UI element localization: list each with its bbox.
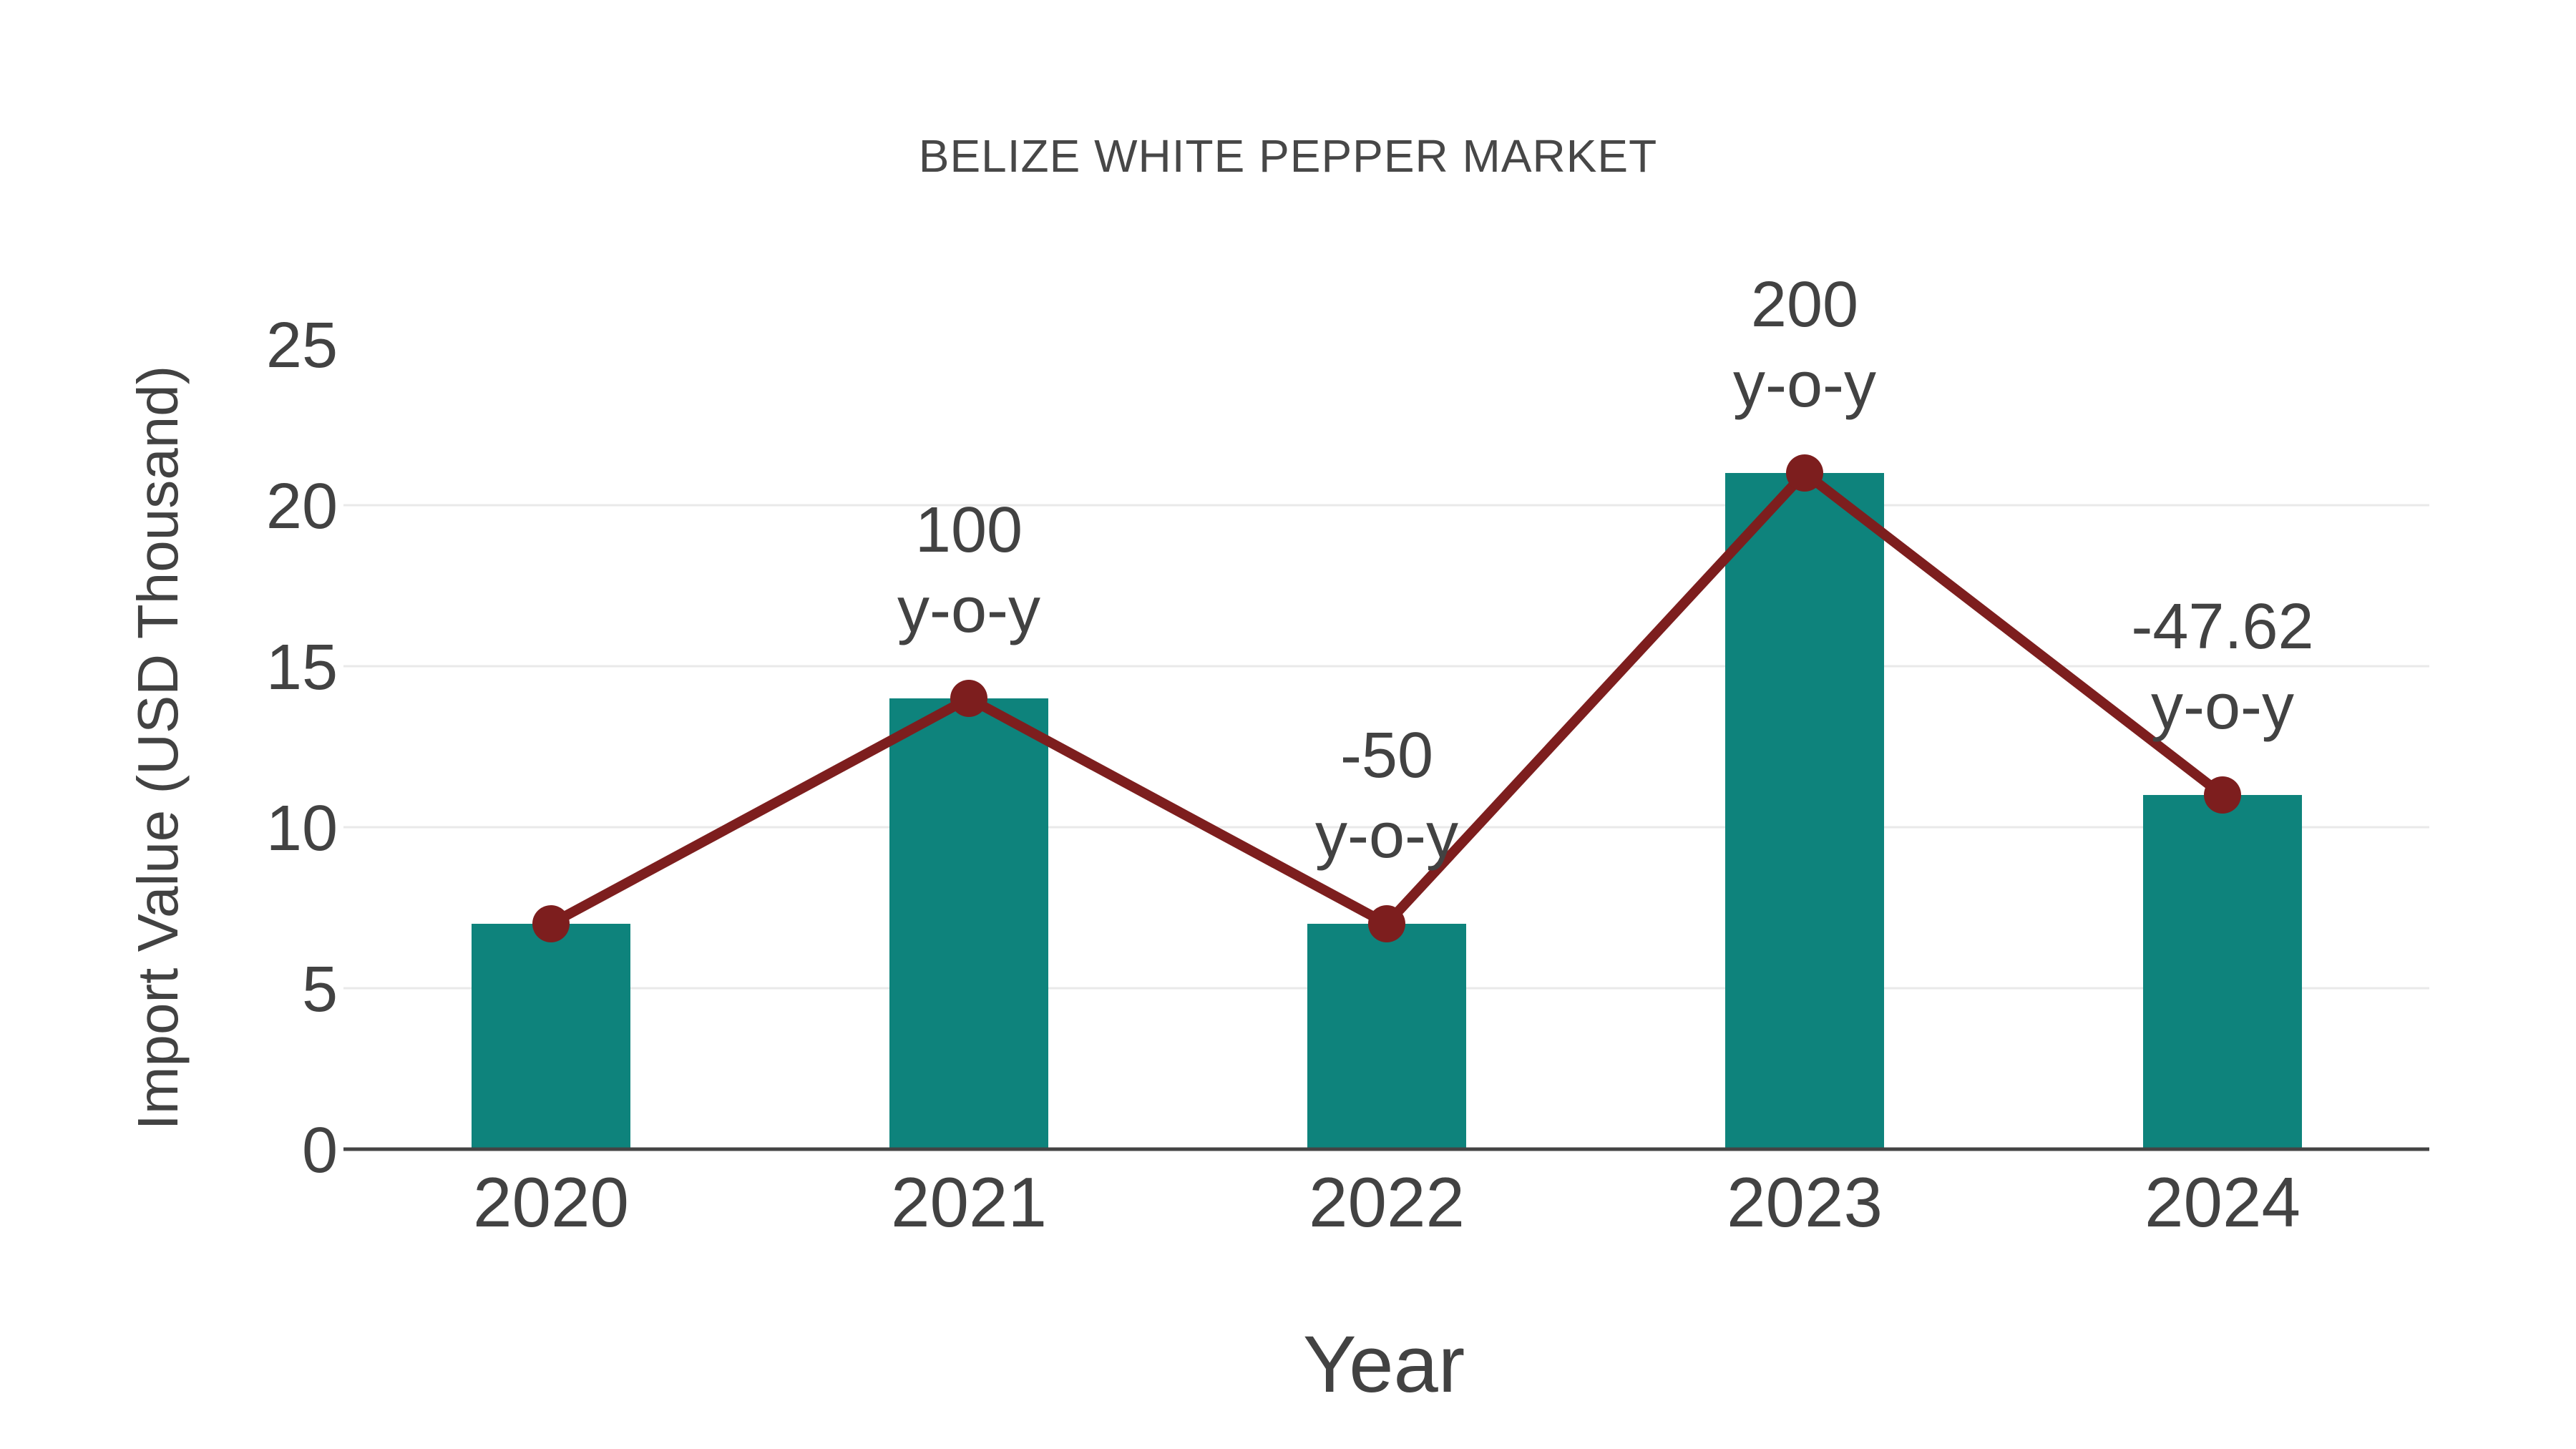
marker-2024 <box>2204 776 2241 814</box>
y-tick-label-25: 25 <box>266 310 338 381</box>
marker-2020 <box>532 905 570 942</box>
annotation-suffix-2021: y-o-y <box>897 575 1040 646</box>
annotation-suffix-2022: y-o-y <box>1315 800 1458 872</box>
annotation-value-2024: -47.62 <box>2131 591 2313 663</box>
y-tick-label-0: 0 <box>302 1115 338 1186</box>
annotation-value-2022: -50 <box>1340 720 1433 791</box>
bar-2023 <box>1725 473 1884 1149</box>
marker-2022 <box>1368 905 1405 942</box>
annotation-value-2023: 200 <box>1751 269 1858 341</box>
line-series-layer <box>532 454 2241 942</box>
y-tick-label-20: 20 <box>266 471 338 542</box>
annotation-value-2021: 100 <box>915 494 1023 566</box>
x-tick-label-2022: 2022 <box>1309 1163 1465 1241</box>
bar-2024 <box>2143 795 2302 1149</box>
chart-title: BELIZE WHITE PEPPER MARKET <box>919 130 1657 182</box>
x-tick-label-2024: 2024 <box>2145 1163 2301 1241</box>
y-axis-title: Import Value (USD Thousand) <box>126 366 190 1131</box>
tick-labels-layer: 0 5 10 15 20 25 2020 2021 2022 2023 2024 <box>266 310 2301 1241</box>
y-tick-label-15: 15 <box>266 632 338 703</box>
x-tick-label-2020: 2020 <box>473 1163 629 1241</box>
marker-2023 <box>1786 454 1823 492</box>
annotations-layer: 100 y-o-y -50 y-o-y 200 y-o-y -47.62 y-o-y <box>897 269 2314 872</box>
x-tick-label-2021: 2021 <box>891 1163 1047 1241</box>
annotation-suffix-2024: y-o-y <box>2151 671 2294 743</box>
bar-2022 <box>1307 924 1466 1149</box>
y-tick-label-10: 10 <box>266 793 338 864</box>
y-tick-label-5: 5 <box>302 954 338 1025</box>
marker-2021 <box>950 680 987 717</box>
bars-layer <box>472 473 2302 1149</box>
x-axis-title: Year <box>1303 1319 1465 1409</box>
annotation-suffix-2023: y-o-y <box>1733 349 1876 421</box>
bar-2020 <box>472 924 630 1149</box>
bar-2021 <box>889 698 1048 1149</box>
x-tick-label-2023: 2023 <box>1727 1163 1883 1241</box>
